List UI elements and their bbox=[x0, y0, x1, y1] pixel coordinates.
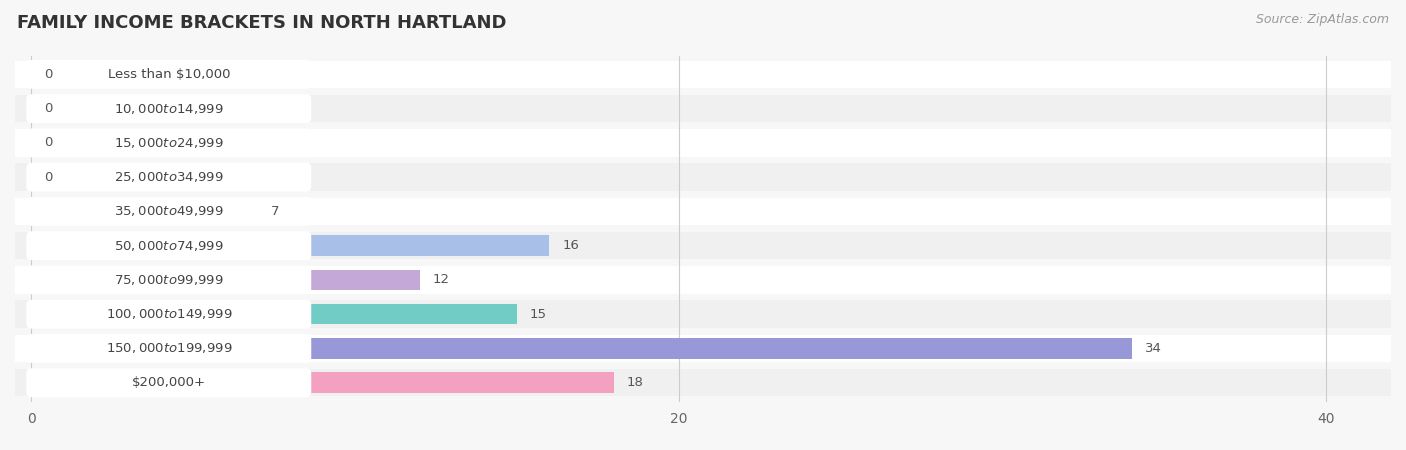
Text: 0: 0 bbox=[44, 68, 52, 81]
FancyBboxPatch shape bbox=[27, 231, 311, 260]
FancyBboxPatch shape bbox=[27, 163, 311, 192]
Bar bbox=[31, 64, 290, 85]
Text: 16: 16 bbox=[562, 239, 579, 252]
Text: $150,000 to $199,999: $150,000 to $199,999 bbox=[105, 342, 232, 356]
Bar bbox=[31, 201, 257, 222]
Bar bbox=[31, 99, 290, 119]
FancyBboxPatch shape bbox=[27, 129, 311, 157]
FancyBboxPatch shape bbox=[27, 369, 311, 397]
Bar bbox=[15, 301, 1391, 328]
Text: 0: 0 bbox=[44, 171, 52, 184]
FancyBboxPatch shape bbox=[27, 197, 311, 226]
FancyBboxPatch shape bbox=[27, 60, 311, 89]
Bar bbox=[15, 266, 1391, 294]
Bar bbox=[15, 163, 1391, 191]
Bar bbox=[31, 235, 550, 256]
Text: 34: 34 bbox=[1144, 342, 1161, 355]
FancyBboxPatch shape bbox=[27, 94, 311, 123]
FancyBboxPatch shape bbox=[27, 266, 311, 294]
Text: $200,000+: $200,000+ bbox=[132, 376, 205, 389]
FancyBboxPatch shape bbox=[27, 334, 311, 363]
Text: $75,000 to $99,999: $75,000 to $99,999 bbox=[114, 273, 224, 287]
Text: $50,000 to $74,999: $50,000 to $74,999 bbox=[114, 238, 224, 252]
Text: 7: 7 bbox=[271, 205, 280, 218]
Bar bbox=[15, 95, 1391, 122]
Bar bbox=[15, 335, 1391, 362]
Text: 0: 0 bbox=[44, 136, 52, 149]
Bar bbox=[15, 369, 1391, 396]
Bar bbox=[15, 61, 1391, 88]
Text: 18: 18 bbox=[627, 376, 644, 389]
FancyBboxPatch shape bbox=[27, 300, 311, 328]
Bar bbox=[31, 167, 290, 187]
Text: 0: 0 bbox=[44, 102, 52, 115]
Text: FAMILY INCOME BRACKETS IN NORTH HARTLAND: FAMILY INCOME BRACKETS IN NORTH HARTLAND bbox=[17, 14, 506, 32]
Text: $10,000 to $14,999: $10,000 to $14,999 bbox=[114, 102, 224, 116]
Bar bbox=[15, 198, 1391, 225]
Bar bbox=[31, 338, 1132, 359]
Text: 12: 12 bbox=[433, 274, 450, 287]
Bar bbox=[15, 232, 1391, 259]
Bar bbox=[31, 304, 517, 324]
Bar bbox=[15, 129, 1391, 157]
Text: 15: 15 bbox=[530, 308, 547, 321]
Bar bbox=[31, 373, 614, 393]
Bar bbox=[31, 133, 290, 153]
Bar bbox=[31, 270, 420, 290]
Text: $100,000 to $149,999: $100,000 to $149,999 bbox=[105, 307, 232, 321]
Text: $15,000 to $24,999: $15,000 to $24,999 bbox=[114, 136, 224, 150]
Text: Less than $10,000: Less than $10,000 bbox=[107, 68, 231, 81]
Text: $35,000 to $49,999: $35,000 to $49,999 bbox=[114, 204, 224, 218]
Text: Source: ZipAtlas.com: Source: ZipAtlas.com bbox=[1256, 14, 1389, 27]
Text: $25,000 to $34,999: $25,000 to $34,999 bbox=[114, 170, 224, 184]
